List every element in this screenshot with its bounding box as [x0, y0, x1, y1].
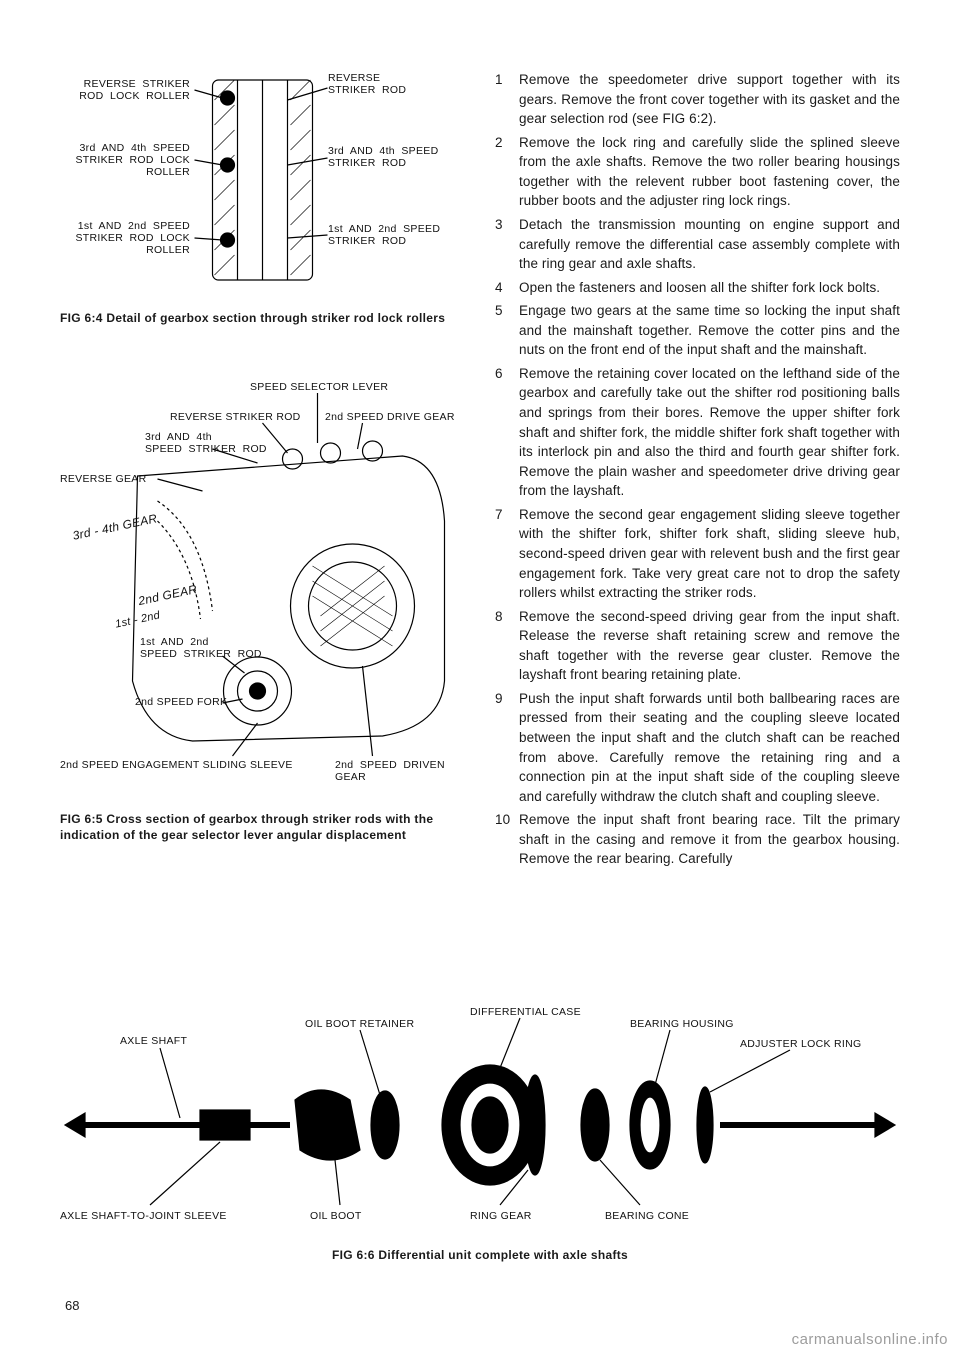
fig65-label: REVERSE GEAR	[60, 473, 170, 485]
fig65-label: 1st AND 2nd SPEED STRIKER ROD	[140, 636, 260, 660]
fig65-label: 2nd SPEED ENGAGEMENT SLIDING SLEEVE	[60, 759, 320, 771]
fig64-label: REVERSE STRIKER ROD	[328, 72, 448, 96]
fig64-label: 3rd AND 4th SPEED STRIKER ROD LOCK ROLLE…	[60, 142, 190, 178]
step-text: Remove the second-speed driving gear fro…	[519, 607, 900, 685]
fig66-caption: FIG 6:6 Differential unit complete with …	[60, 1247, 900, 1263]
step-text: Push the input shaft forwards until both…	[519, 689, 900, 806]
fig65-label: REVERSE STRIKER ROD	[170, 411, 320, 423]
fig66-label: ADJUSTER LOCK RING	[740, 1038, 862, 1050]
step-num: 10	[495, 810, 519, 869]
figure-6-5: SPEED SELECTOR LEVER REVERSE STRIKER ROD…	[60, 381, 465, 843]
page-number: 68	[65, 1298, 79, 1313]
fig65-label: SPEED SELECTOR LEVER	[250, 381, 430, 393]
fig64-label: 3rd AND 4th SPEED STRIKER ROD	[328, 145, 458, 169]
fig64-caption: FIG 6:4 Detail of gearbox section throug…	[60, 310, 465, 326]
step-num: 3	[495, 215, 519, 274]
step-num: 5	[495, 301, 519, 360]
step-num: 1	[495, 70, 519, 129]
fig66-label: RING GEAR	[470, 1210, 532, 1222]
fig66-label: AXLE SHAFT	[120, 1035, 187, 1047]
fig66-label: DIFFERENTIAL CASE	[470, 1006, 581, 1018]
fig65-label: 2nd SPEED FORK	[135, 696, 265, 708]
figure-6-6: AXLE SHAFT OIL BOOT RETAINER DIFFERENTIA…	[60, 1010, 900, 1263]
step-text: Remove the input shaft front bearing rac…	[519, 810, 900, 869]
fig66-label: BEARING HOUSING	[630, 1018, 734, 1030]
fig66-label: OIL BOOT	[310, 1210, 362, 1222]
procedure-steps: 1Remove the speedometer drive support to…	[495, 70, 900, 869]
step-text: Open the fasteners and loosen all the sh…	[519, 278, 900, 298]
fig66-label: AXLE SHAFT-TO-JOINT SLEEVE	[60, 1210, 227, 1222]
step-num: 9	[495, 689, 519, 806]
step-num: 8	[495, 607, 519, 685]
fig64-label: 1st AND 2nd SPEED STRIKER ROD LOCK ROLLE…	[60, 220, 190, 256]
fig66-label: OIL BOOT RETAINER	[305, 1018, 414, 1030]
fig65-label: 3rd AND 4th SPEED STRIKER ROD	[145, 431, 265, 455]
step-text: Engage two gears at the same time so loc…	[519, 301, 900, 360]
fig64-label: 1st AND 2nd SPEED STRIKER ROD	[328, 223, 458, 247]
fig64-diagram	[60, 70, 465, 300]
step-num: 6	[495, 364, 519, 501]
figure-6-4: REVERSE STRIKER ROD LOCK ROLLER 3rd AND …	[60, 70, 465, 326]
step-text: Remove the lock ring and carefully slide…	[519, 133, 900, 211]
fig65-caption: FIG 6:5 Cross section of gearbox through…	[60, 811, 465, 843]
fig65-label: 2nd SPEED DRIVEN GEAR	[335, 759, 465, 783]
fig66-label: BEARING CONE	[605, 1210, 689, 1222]
step-text: Remove the speedometer drive support tog…	[519, 70, 900, 129]
fig65-label: 2nd SPEED DRIVE GEAR	[325, 411, 475, 423]
watermark: carmanualsonline.info	[792, 1331, 948, 1348]
step-text: Remove the retaining cover located on th…	[519, 364, 900, 501]
step-num: 7	[495, 505, 519, 603]
step-text: Remove the second gear engagement slidin…	[519, 505, 900, 603]
step-num: 4	[495, 278, 519, 298]
fig64-label: REVERSE STRIKER ROD LOCK ROLLER	[60, 78, 190, 102]
step-num: 2	[495, 133, 519, 211]
step-text: Detach the transmission mounting on engi…	[519, 215, 900, 274]
